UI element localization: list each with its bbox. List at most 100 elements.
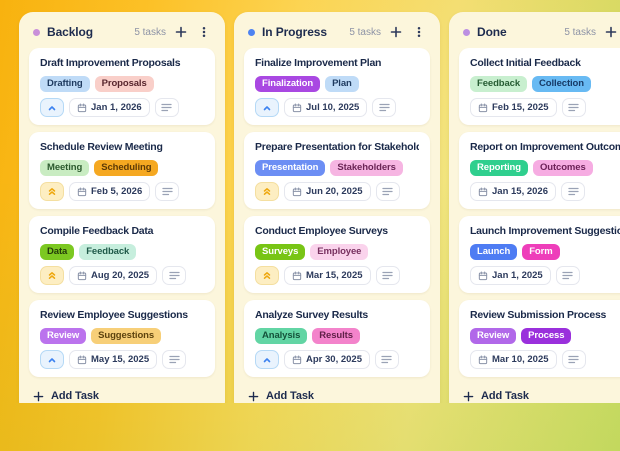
task-card[interactable]: Schedule Review Meeting Meeting Schedulin…: [29, 132, 215, 209]
priority-button[interactable]: [255, 98, 279, 117]
tag-chip[interactable]: Analysis: [255, 328, 308, 344]
priority-button[interactable]: [255, 266, 279, 285]
add-task-button[interactable]: Add Task: [449, 380, 620, 403]
tag-chip[interactable]: Suggestions: [91, 328, 162, 344]
kanban-board: Backlog 5 tasks Draft Improvement Propos…: [19, 12, 620, 403]
due-date-badge[interactable]: Mar 10, 2025: [470, 350, 557, 369]
due-date-badge[interactable]: Feb 5, 2026: [69, 182, 151, 201]
add-card-button[interactable]: [603, 24, 619, 40]
chevron-up-icon: [263, 105, 271, 110]
task-card[interactable]: Finalize Improvement Plan Finalization Pl…: [244, 48, 430, 125]
add-card-button[interactable]: [173, 24, 189, 40]
card-title: Review Submission Process: [470, 309, 607, 321]
column-title: In Progress: [262, 25, 327, 39]
task-card[interactable]: Compile Feedback Data Data Feedback Aug 2…: [29, 216, 215, 293]
task-card[interactable]: Launch Improvement Suggestion Form Launc…: [459, 216, 620, 293]
tag-chip[interactable]: Form: [522, 244, 560, 260]
due-date-badge[interactable]: May 15, 2025: [69, 350, 158, 369]
calendar-icon: [292, 103, 302, 112]
notes-button[interactable]: [375, 182, 400, 201]
add-card-button[interactable]: [388, 24, 404, 40]
notes-button[interactable]: [561, 98, 586, 117]
card-title: Compile Feedback Data: [40, 225, 154, 237]
notes-button[interactable]: [374, 350, 399, 369]
tag-chip[interactable]: Reporting: [470, 160, 528, 176]
column-header: Done 5 tasks: [449, 12, 620, 48]
tag-chip[interactable]: Review: [40, 328, 87, 344]
task-card[interactable]: Review Submission Process Review Process …: [459, 300, 620, 377]
due-date-label: Jan 1, 2025: [492, 270, 543, 281]
priority-button[interactable]: [40, 98, 64, 117]
tag-chip[interactable]: Meeting: [40, 160, 90, 176]
due-date-badge[interactable]: Aug 20, 2025: [69, 266, 158, 285]
task-card[interactable]: Collect Initial Feedback Feedback Collect…: [459, 48, 620, 125]
tag-chip[interactable]: Outcomes: [532, 160, 593, 176]
tag-chip[interactable]: Finalization: [255, 76, 321, 92]
card-title: Launch Improvement Suggestion Form: [470, 225, 620, 237]
notes-button[interactable]: [155, 182, 180, 201]
due-date-badge[interactable]: Jan 15, 2026: [470, 182, 556, 201]
due-date-label: Jan 1, 2026: [91, 102, 142, 113]
tag-chip[interactable]: Results: [312, 328, 360, 344]
task-card[interactable]: Conduct Employee Surveys Surveys Employee…: [244, 216, 430, 293]
add-task-button[interactable]: Add Task: [19, 380, 225, 403]
task-card[interactable]: Review Employee Suggestions Review Sugges…: [29, 300, 215, 377]
column-menu-button[interactable]: [411, 24, 427, 40]
card-meta-row: Mar 10, 2025: [470, 350, 620, 369]
due-date-badge[interactable]: Apr 30, 2025: [284, 350, 370, 369]
card-list: Collect Initial Feedback Feedback Collect…: [449, 48, 620, 380]
chevron-up-icon: [263, 357, 271, 362]
add-task-label: Add Task: [51, 390, 99, 402]
task-card[interactable]: Analyze Survey Results Analysis Results A…: [244, 300, 430, 377]
tag-chip[interactable]: Proposals: [94, 76, 154, 92]
calendar-icon: [478, 271, 488, 280]
tag-row: Meeting Scheduling: [40, 160, 204, 176]
card-title: Draft Improvement Proposals: [40, 57, 181, 69]
kanban-column: Done 5 tasks Collect Initial Feedback Fe…: [449, 12, 620, 403]
notes-button[interactable]: [561, 350, 586, 369]
tag-chip[interactable]: Review: [470, 328, 517, 344]
tag-chip[interactable]: Collection: [532, 76, 591, 92]
due-date-label: Mar 15, 2025: [306, 270, 363, 281]
due-date-badge[interactable]: Jan 1, 2026: [69, 98, 150, 117]
notes-button[interactable]: [372, 98, 397, 117]
column-menu-button[interactable]: [196, 24, 212, 40]
tag-chip[interactable]: Data: [40, 244, 75, 260]
column-header: Backlog 5 tasks: [19, 12, 225, 48]
tag-chip[interactable]: Scheduling: [94, 160, 159, 176]
tag-chip[interactable]: Surveys: [255, 244, 306, 260]
task-card[interactable]: Prepare Presentation for Stakeholders Pr…: [244, 132, 430, 209]
due-date-badge[interactable]: Jul 10, 2025: [284, 98, 368, 117]
tag-chip[interactable]: Presentation: [255, 160, 326, 176]
card-meta-row: Jun 20, 2025: [255, 182, 419, 201]
card-title: Finalize Improvement Plan: [255, 57, 382, 69]
notes-icon: [381, 355, 393, 364]
priority-button[interactable]: [255, 350, 279, 369]
due-date-badge[interactable]: Feb 15, 2025: [470, 98, 557, 117]
tag-chip[interactable]: Plan: [325, 76, 359, 92]
notes-button[interactable]: [162, 350, 187, 369]
tag-chip[interactable]: Drafting: [40, 76, 90, 92]
notes-button[interactable]: [375, 266, 400, 285]
tag-chip[interactable]: Feedback: [470, 76, 528, 92]
add-task-button[interactable]: Add Task: [234, 380, 440, 403]
notes-button[interactable]: [561, 182, 585, 201]
notes-button[interactable]: [162, 266, 187, 285]
due-date-badge[interactable]: Jan 1, 2025: [470, 266, 551, 285]
tag-chip[interactable]: Process: [521, 328, 572, 344]
priority-button[interactable]: [40, 350, 64, 369]
notes-button[interactable]: [555, 266, 580, 285]
notes-button[interactable]: [154, 98, 179, 117]
task-card[interactable]: Report on Improvement Outcomes Reporting…: [459, 132, 620, 209]
due-date-badge[interactable]: Jun 20, 2025: [284, 182, 371, 201]
priority-button[interactable]: [255, 182, 279, 201]
due-date-badge[interactable]: Mar 15, 2025: [284, 266, 371, 285]
task-card[interactable]: Draft Improvement Proposals Drafting Prop…: [29, 48, 215, 125]
tag-chip[interactable]: Stakeholders: [330, 160, 403, 176]
priority-button[interactable]: [40, 182, 64, 201]
tag-chip[interactable]: Employee: [310, 244, 369, 260]
tag-row: Surveys Employee: [255, 244, 419, 260]
priority-button[interactable]: [40, 266, 64, 285]
tag-chip[interactable]: Launch: [470, 244, 518, 260]
tag-chip[interactable]: Feedback: [79, 244, 137, 260]
